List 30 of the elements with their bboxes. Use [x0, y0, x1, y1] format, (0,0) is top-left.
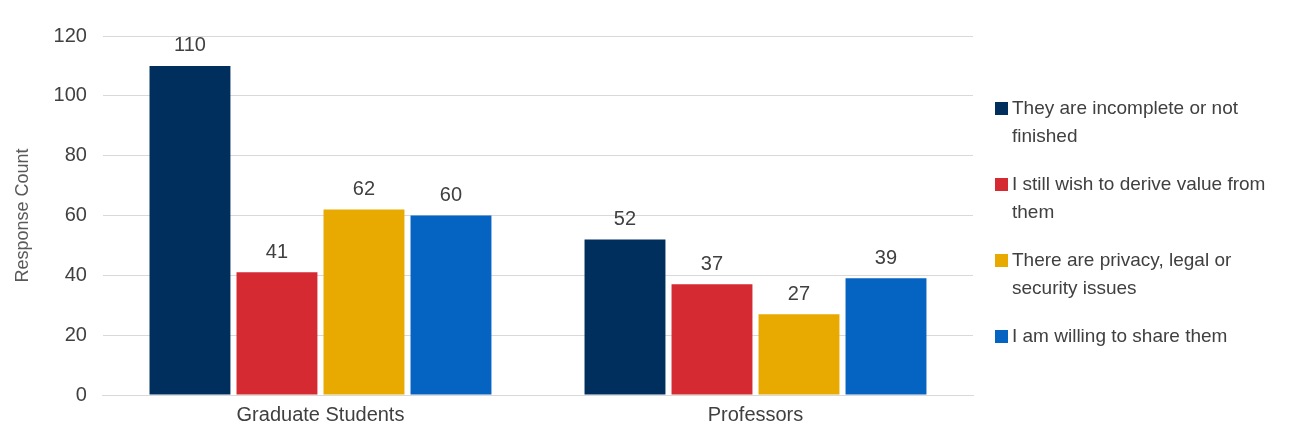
- bar: [671, 284, 753, 395]
- data-label: 39: [874, 245, 898, 268]
- data-label: 41: [265, 239, 289, 262]
- data-label: 62: [352, 177, 376, 200]
- bar: [758, 314, 840, 395]
- data-label: 110: [174, 33, 206, 56]
- y-tick-label: 120: [53, 23, 87, 46]
- data-label: 60: [439, 183, 463, 206]
- y-tick-label: 20: [64, 322, 87, 345]
- bar: [845, 278, 927, 395]
- data-label: 27: [787, 281, 811, 304]
- y-axis-title: Response Count: [11, 148, 32, 283]
- bar: [584, 239, 666, 395]
- data-label: 52: [613, 206, 637, 229]
- y-tick-label: 80: [64, 143, 87, 166]
- bar: [323, 209, 405, 395]
- bar: [149, 65, 231, 395]
- legend-label: I still wish to derive value from them: [1012, 171, 1267, 224]
- y-tick-label: 100: [53, 83, 87, 106]
- legend-label: They are incomplete or not finished: [1012, 95, 1239, 148]
- legend-label: There are privacy, legal or security issues: [1012, 247, 1233, 300]
- bar: [236, 272, 318, 395]
- bar: [410, 215, 492, 395]
- x-tick-label: Graduate Students: [236, 402, 405, 425]
- data-label: 37: [700, 251, 724, 274]
- y-tick-label: 40: [64, 262, 87, 285]
- y-tick-label: 60: [64, 203, 87, 226]
- legend-label: I am willing to share them: [1012, 323, 1228, 348]
- x-tick-label: Professors: [707, 402, 804, 425]
- y-tick-label: 0: [75, 382, 87, 405]
